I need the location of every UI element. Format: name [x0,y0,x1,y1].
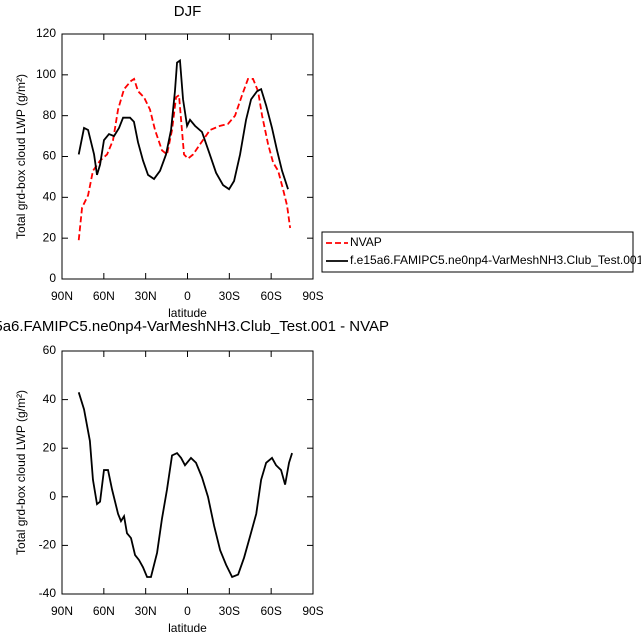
data-line [77,58,289,191]
x-tick-label: 30N [135,604,157,618]
y-tick-label: 0 [49,489,56,503]
y-tick-label: -20 [39,538,57,552]
x-tick-label: 30N [135,289,157,303]
legend-box [321,231,634,273]
legend-label: f.e15a6.FAMIPC5.ne0np4-VarMeshNH3.Club_T… [350,253,641,267]
x-tick-label: 60N [93,604,115,618]
y-tick-label: 0 [49,271,56,285]
y-axis-label: Total grd-box cloud LWP (g/m²) [14,74,28,239]
data-line [77,77,292,241]
x-tick-label: 90N [51,604,73,618]
y-tick-label: 20 [43,440,57,454]
x-tick-label: 60N [93,289,115,303]
y-tick-label: 60 [43,343,57,357]
y-tick-label: 40 [43,392,57,406]
x-tick-label: 60S [260,604,281,618]
y-tick-label: 20 [43,230,57,244]
y-tick-label: -40 [39,586,57,600]
x-tick-label: 30S [219,604,240,618]
chart-title: DJF [174,3,202,20]
y-axis-label: Total grd-box cloud LWP (g/m²) [14,390,28,555]
x-tick-label: 90S [302,604,323,618]
plot-frame [61,350,314,595]
y-tick-label: 80 [43,108,57,122]
y-tick-label: 120 [36,26,56,40]
x-tick-label: 0 [184,289,191,303]
x-tick-label: 0 [184,604,191,618]
x-axis-label: latitude [168,621,207,635]
x-axis-label: latitude [168,306,207,320]
x-tick-label: 90N [51,289,73,303]
legend-label: NVAP [350,235,382,249]
y-tick-label: 40 [43,190,57,204]
y-tick-label: 100 [36,67,56,81]
plot-frame [61,33,314,280]
x-tick-label: 90S [302,289,323,303]
data-line [77,392,293,579]
x-tick-label: 60S [260,289,281,303]
x-tick-label: 30S [219,289,240,303]
chart-title: 15a6.FAMIPC5.ne0np4-VarMeshNH3.Club_Test… [0,318,389,335]
y-tick-label: 60 [43,149,57,163]
